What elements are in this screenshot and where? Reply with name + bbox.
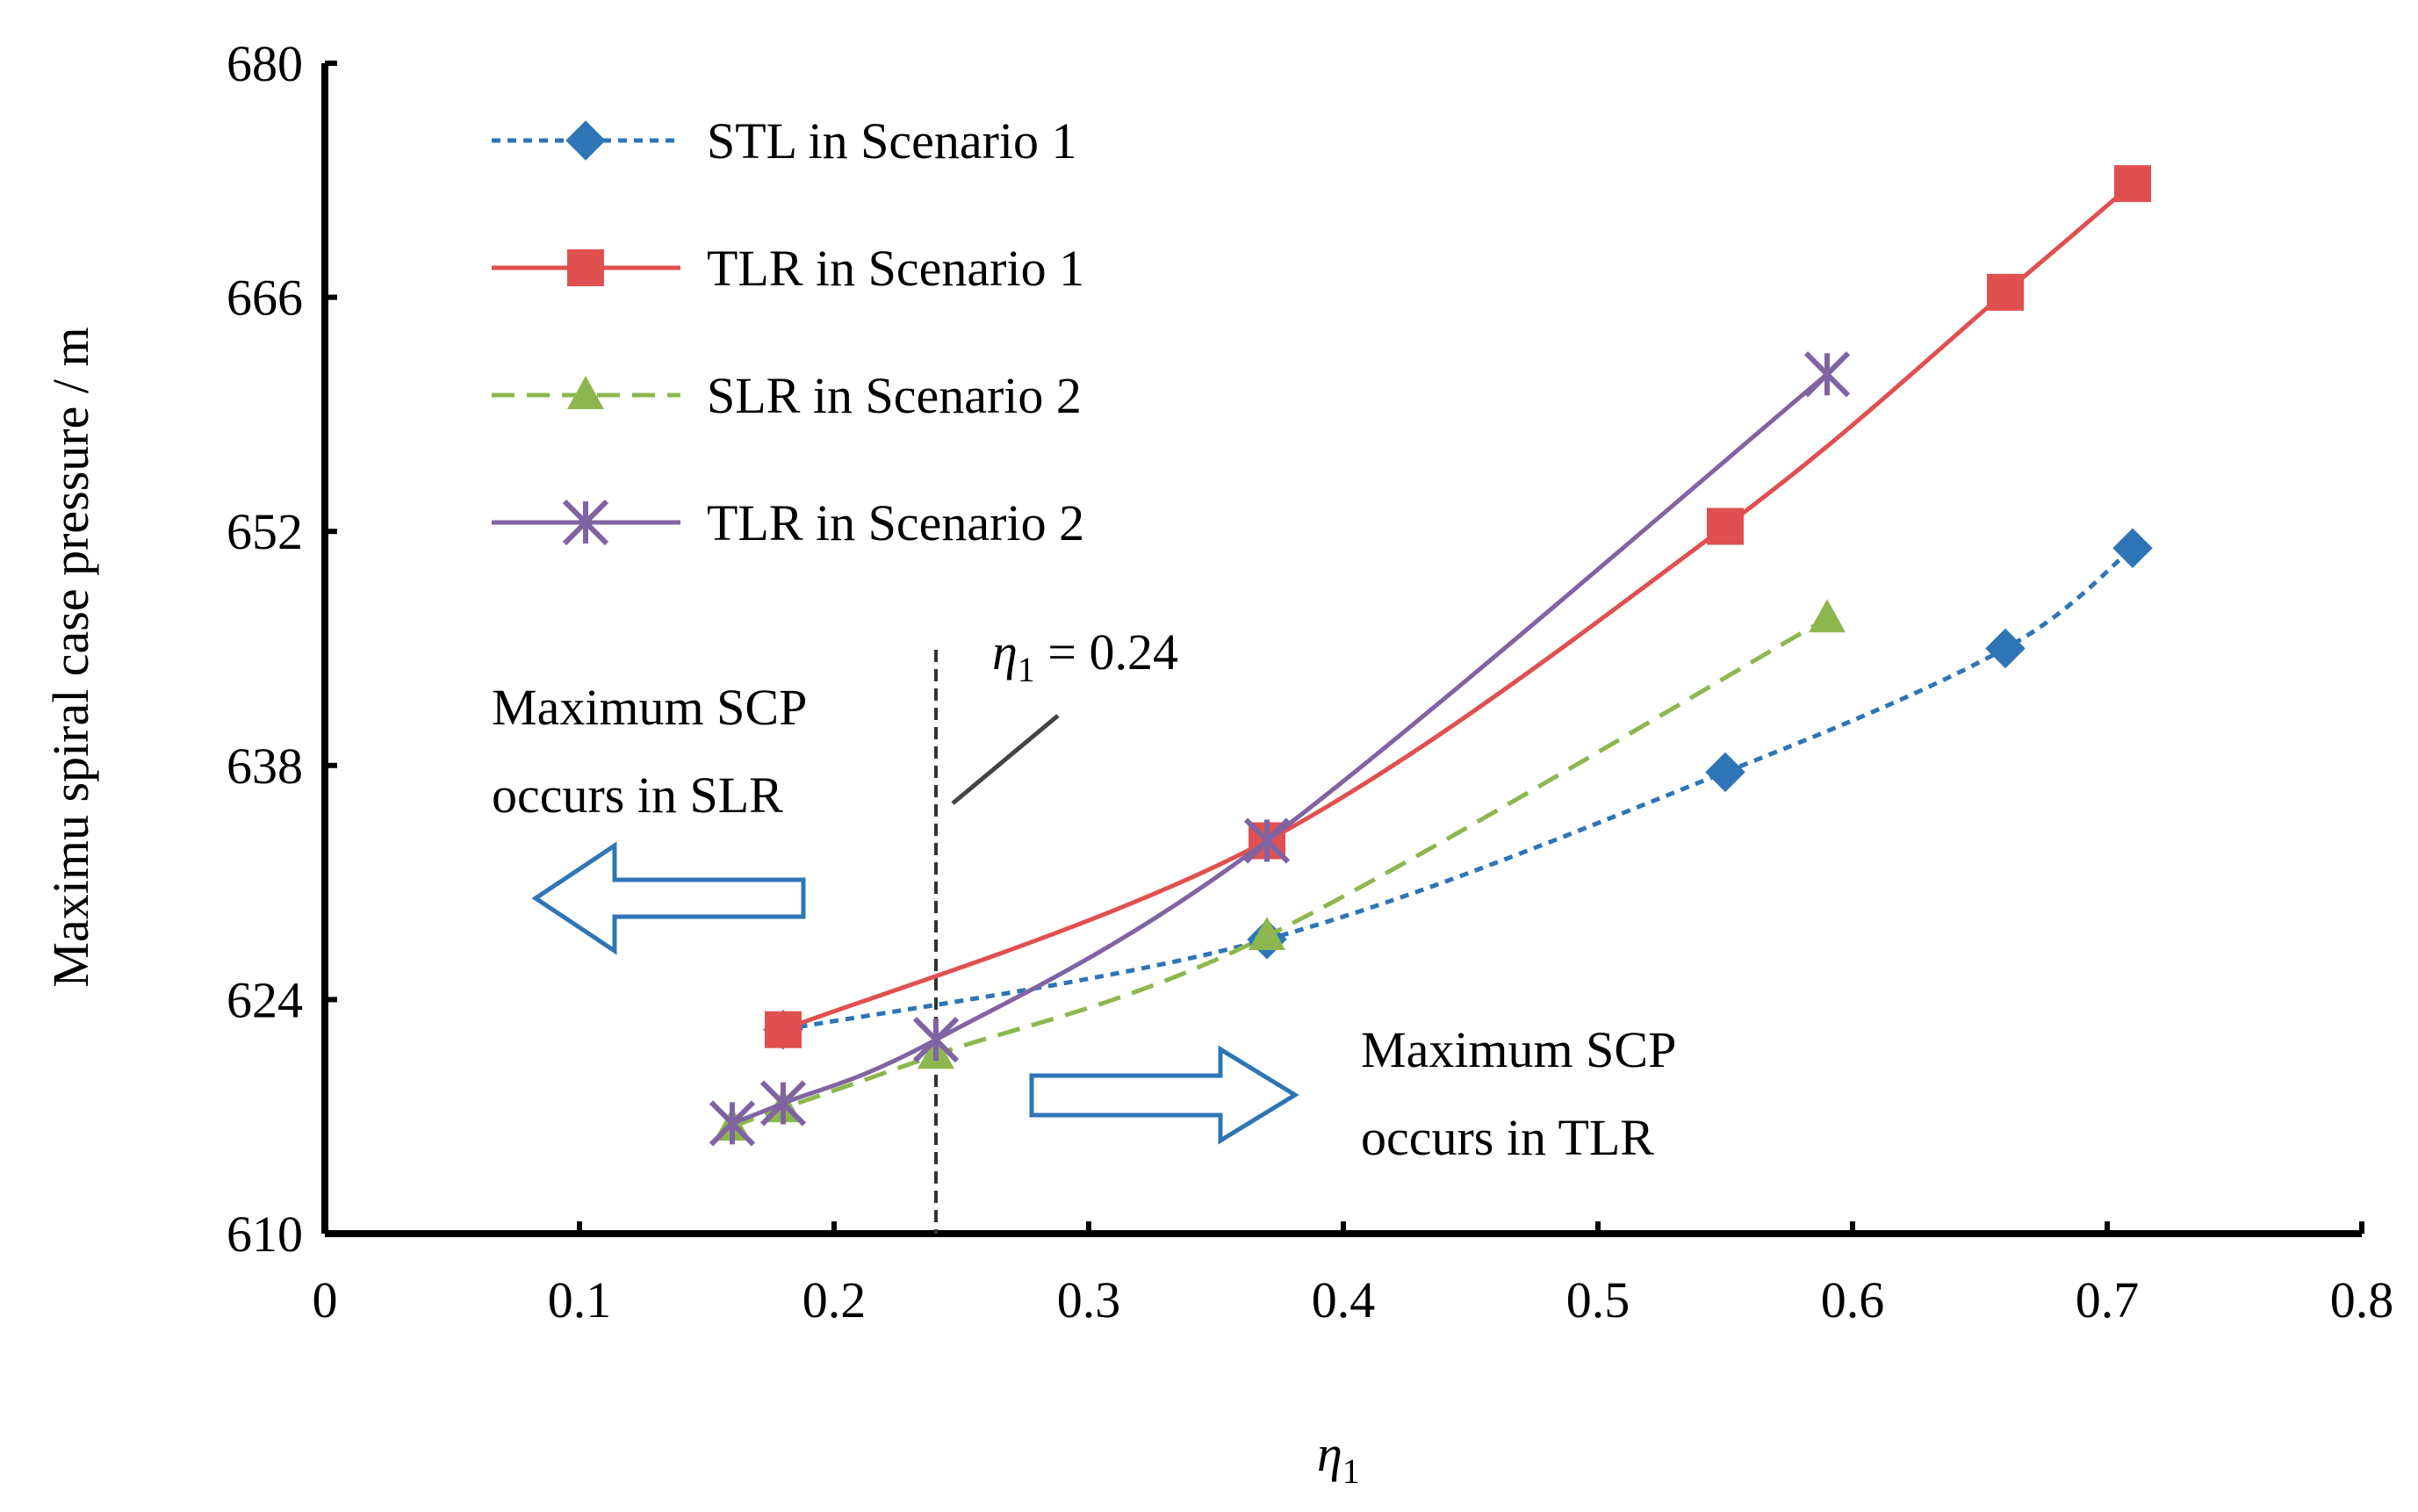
legend-label: STL in Scenario 1 <box>707 112 1077 169</box>
data-point <box>1985 628 2026 669</box>
annotation-left-line1: Maximum SCP <box>492 679 807 736</box>
annotations: Maximum SCP occurs in SLR Maximum SCP oc… <box>492 679 1676 1166</box>
data-point <box>759 1080 807 1127</box>
series-line <box>731 372 1829 1126</box>
x-tick-label: 0.7 <box>2076 1271 2140 1328</box>
x-tick-label: 0.5 <box>1566 1271 1630 1328</box>
legend-item-2: TLR in Scenario 1 <box>492 240 1084 297</box>
annotation-right-line2: occurs in TLR <box>1361 1109 1654 1166</box>
legend-item-3: SLR in Scenario 2 <box>492 367 1082 424</box>
data-point <box>1707 508 1744 545</box>
reference-line-group: η1 = 0.24 <box>934 623 1178 1234</box>
legend: STL in Scenario 1 TLR in Scenario 1 SLR in… <box>492 112 1084 551</box>
data-point <box>2114 165 2151 203</box>
x-tick-label: 0.1 <box>548 1271 612 1328</box>
reference-pointer <box>951 714 1060 805</box>
data-point <box>1705 752 1745 793</box>
reference-label: η1 = 0.24 <box>992 623 1178 689</box>
y-tick-label: 680 <box>227 35 303 92</box>
data-point <box>1987 273 2024 311</box>
x-tick-label: 0.2 <box>802 1271 867 1328</box>
legend-marker <box>562 499 609 546</box>
series-2 <box>765 165 2151 1048</box>
series-4 <box>709 351 1851 1147</box>
data-point <box>709 1100 756 1147</box>
series-line <box>782 182 2134 1033</box>
axes: 0 0.1 0.2 0.3 0.4 0.5 0.6 0.7 0.8 610 624 638 652 666… <box>42 35 2393 1491</box>
legend-item-1: STL in Scenario 1 <box>492 112 1077 169</box>
data-point <box>1809 599 1846 633</box>
legend-label: SLR in Scenario 2 <box>707 367 1082 424</box>
y-tick-label: 610 <box>227 1206 303 1263</box>
arrow-right-icon <box>1029 1045 1299 1145</box>
annotation-left-line2: occurs in SLR <box>492 767 783 824</box>
arrow-left-icon <box>531 841 806 955</box>
legend-marker <box>567 376 604 409</box>
data-point <box>765 1011 802 1048</box>
data-point <box>2112 528 2153 568</box>
x-tick-label: 0.8 <box>2330 1271 2394 1328</box>
y-tick-label: 624 <box>227 971 303 1028</box>
series-group <box>709 165 2153 1147</box>
x-tick-label: 0 <box>313 1271 338 1328</box>
data-point <box>912 1016 960 1063</box>
x-axis-title: η1 <box>1317 1425 1360 1491</box>
legend-label: TLR in Scenario 1 <box>707 240 1084 297</box>
series-line <box>731 616 1829 1129</box>
data-point <box>1803 351 1851 398</box>
y-axis-title: Maximu spiral case pressure / m <box>42 327 99 987</box>
y-tick-label: 666 <box>227 270 303 327</box>
data-point <box>1243 817 1291 864</box>
legend-marker <box>565 120 606 161</box>
data-point <box>1249 917 1285 951</box>
x-tick-label: 0.6 <box>1821 1271 1885 1328</box>
legend-marker <box>567 249 604 286</box>
x-tick-label: 0.4 <box>1312 1271 1376 1328</box>
annotation-right-line1: Maximum SCP <box>1361 1021 1676 1078</box>
legend-item-4: TLR in Scenario 2 <box>492 494 1084 551</box>
y-tick-label: 652 <box>227 503 303 560</box>
x-tick-label: 0.3 <box>1057 1271 1121 1328</box>
legend-label: TLR in Scenario 2 <box>707 494 1084 551</box>
y-tick-label: 638 <box>227 738 303 795</box>
